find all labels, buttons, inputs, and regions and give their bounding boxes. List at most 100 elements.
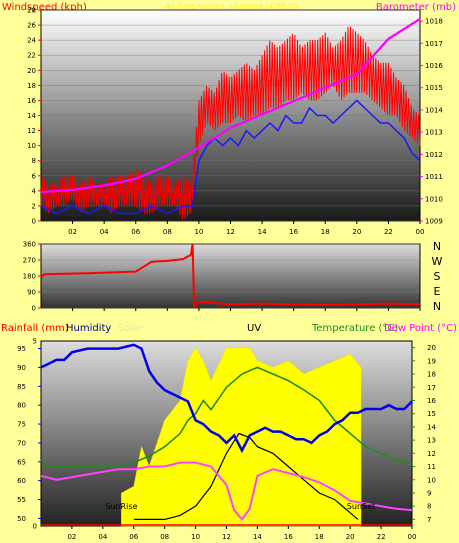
temperature-tick-label: 15 [427, 410, 436, 418]
baro-tick-label: 1017 [425, 40, 443, 48]
baro-tick-label: 1014 [425, 106, 443, 114]
uv-header-label: UV [247, 323, 261, 334]
baro-tick-label: 1012 [425, 151, 443, 159]
baro-tick-label: 1015 [425, 84, 443, 92]
sun-annotation: SunSet [347, 502, 375, 511]
wind-tick-label: 22 [27, 52, 36, 60]
wind-tick-label: 20 [27, 67, 36, 75]
barometer-series [40, 17, 421, 194]
weather-x-tick-label: 16 [284, 533, 293, 541]
direction-tick-label: 360 [23, 241, 36, 249]
wind-tick-label: 2 [32, 202, 36, 210]
solar-header-label: Solar [118, 323, 144, 334]
wind-tick-label: 16 [27, 97, 36, 105]
wind-tick-label: 26 [27, 22, 36, 30]
weather-x-tick-label: 00 [408, 533, 417, 541]
rain-tick-label: 0 [33, 523, 37, 531]
weather-x-tick-label: 18 [315, 533, 324, 541]
baro-tick-label: 1018 [425, 18, 443, 26]
wind-tick-label: 24 [27, 37, 36, 45]
humidity-tick-label: 70 [17, 439, 26, 447]
humidity-tick-label: 95 [17, 345, 26, 353]
compass-label: N [433, 240, 441, 253]
temperature-tick-label: 13 [427, 437, 436, 445]
weather-x-tick-label: 12 [222, 533, 231, 541]
baro-tick-label: 1010 [425, 195, 443, 203]
wind-x-tick-label: 16 [289, 228, 298, 236]
windspeed-axis-label: Windspeed (kph) [2, 2, 87, 13]
direction-tick-label: 0 [32, 305, 36, 313]
wind-tick-label: 28 [27, 7, 36, 15]
temperature-tick-label: 10 [427, 476, 436, 484]
baro-tick-label: 1016 [425, 62, 443, 70]
compass-label: E [434, 285, 441, 298]
temperature-tick-label: 17 [427, 384, 436, 392]
wind-x-tick-label: 02 [68, 228, 77, 236]
wind-x-tick-label: 20 [352, 228, 361, 236]
wind-x-tick-label: 00 [416, 228, 425, 236]
wind-tick-label: 10 [27, 142, 36, 150]
humidity-tick-label: 55 [17, 496, 26, 504]
wind-tick-label: 18 [27, 82, 36, 90]
dewpoint-series [40, 461, 413, 522]
temperature-tick-label: 8 [427, 503, 431, 511]
weather-x-tick-label: 08 [160, 533, 169, 541]
weather-x-tick-label: 14 [253, 533, 262, 541]
temperature-tick-label: 14 [427, 423, 436, 431]
weather-x-tick-label: 02 [67, 533, 76, 541]
wind-x-tick-label: 22 [384, 228, 393, 236]
baro-tick-label: 1009 [425, 218, 443, 226]
wind-tick-label: 12 [27, 127, 36, 135]
weather-x-tick-label: 20 [346, 533, 355, 541]
direction-tick-label: 90 [27, 289, 36, 297]
humidity-tick-label: 85 [17, 383, 26, 391]
temperature-tick-label: 9 [427, 489, 431, 497]
temperature-series [40, 366, 413, 468]
weather-x-tick-label: 04 [98, 533, 107, 541]
baro-tick-label: 1011 [425, 173, 443, 181]
rainfall-axis-label: Rainfall (mm) [1, 323, 69, 334]
direction-tick-label: 270 [23, 257, 36, 265]
compass-label: W [432, 255, 443, 268]
wind-x-tick-label: 10 [194, 228, 203, 236]
wind-average-series [40, 99, 421, 215]
temperature-header-label: Temperature (°C) [311, 323, 398, 334]
compass-label: S [434, 270, 441, 283]
compass-label: N [433, 300, 441, 313]
humidity-tick-label: 65 [17, 458, 26, 466]
dewpoint-header-label: Dew Point (°C) [384, 323, 457, 334]
barometer-axis-label: Barometer (mb) [376, 2, 456, 13]
baro-tick-label: 1013 [425, 129, 443, 137]
humidity-tick-label: 50 [17, 515, 26, 523]
weather-x-tick-label: 10 [191, 533, 200, 541]
weather-x-tick-label: 22 [377, 533, 386, 541]
wind-tick-label: 0 [32, 218, 36, 226]
wind-tick-label: 14 [27, 112, 36, 120]
temperature-tick-label: 11 [427, 463, 436, 471]
wind-x-tick-label: 04 [100, 228, 109, 236]
temperature-tick-label: 7 [427, 516, 431, 524]
wind-direction-series [40, 243, 421, 309]
temperature-tick-label: 20 [427, 344, 436, 352]
uv-series [133, 432, 359, 521]
humidity-header-label: Humidity [66, 323, 111, 334]
humidity-tick-label: 60 [17, 477, 26, 485]
temperature-tick-label: 16 [427, 397, 436, 405]
panel-title: All time values, updated at 08:06 [165, 2, 299, 11]
wind-tick-label: 6 [32, 172, 37, 180]
sun-annotation: SunRise [105, 502, 137, 511]
wind-tick-label: 8 [32, 157, 36, 165]
wind-tick-label: 4 [32, 187, 37, 195]
temperature-tick-label: 12 [427, 450, 436, 458]
wind-x-tick-label: 12 [226, 228, 235, 236]
wind-x-tick-label: 06 [131, 228, 140, 236]
solar-series [121, 347, 362, 527]
direction-tick-label: 180 [23, 273, 36, 281]
wind-x-tick-label: 08 [163, 228, 172, 236]
weather-x-tick-label: 06 [129, 533, 138, 541]
temperature-tick-label: 19 [427, 357, 436, 365]
temperature-tick-label: 18 [427, 371, 436, 379]
humidity-tick-label: 75 [17, 421, 26, 429]
